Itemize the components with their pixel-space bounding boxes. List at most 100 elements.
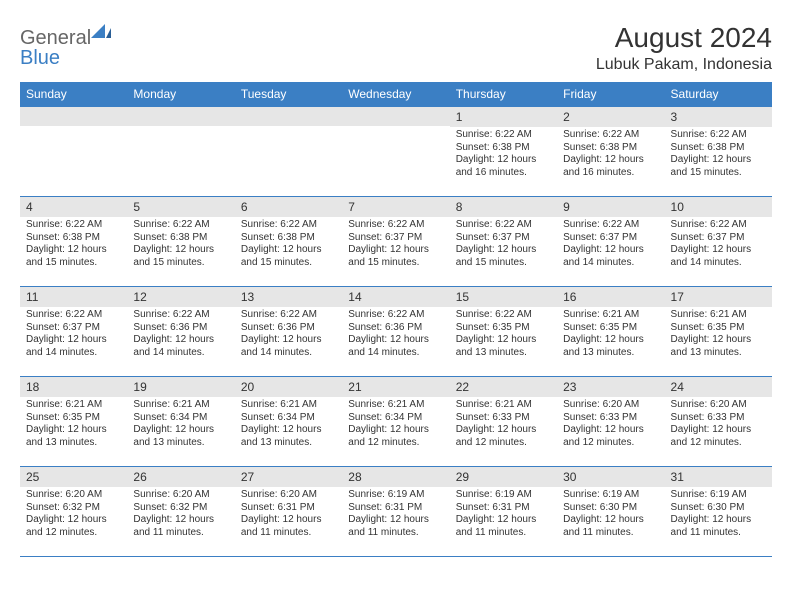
weekday-header-row: SundayMondayTuesdayWednesdayThursdayFrid… — [20, 82, 772, 107]
day-number: 3 — [665, 107, 772, 127]
day-number: 24 — [665, 377, 772, 397]
day-cell: 2Sunrise: 6:22 AMSunset: 6:38 PMDaylight… — [557, 107, 664, 197]
day-details: Sunrise: 6:22 AMSunset: 6:37 PMDaylight:… — [342, 217, 449, 273]
sunset-line: Sunset: 6:31 PM — [456, 502, 551, 515]
sunrise-line: Sunrise: 6:22 AM — [26, 309, 121, 322]
sunset-line: Sunset: 6:36 PM — [133, 322, 228, 335]
day-cell: 6Sunrise: 6:22 AMSunset: 6:38 PMDaylight… — [235, 197, 342, 287]
sunset-line: Sunset: 6:36 PM — [241, 322, 336, 335]
sunrise-line: Sunrise: 6:21 AM — [671, 309, 766, 322]
week-row: 1Sunrise: 6:22 AMSunset: 6:38 PMDaylight… — [20, 107, 772, 197]
sunrise-line: Sunrise: 6:19 AM — [671, 489, 766, 502]
sunset-line: Sunset: 6:34 PM — [241, 412, 336, 425]
sunset-line: Sunset: 6:37 PM — [26, 322, 121, 335]
day-cell: 31Sunrise: 6:19 AMSunset: 6:30 PMDayligh… — [665, 467, 772, 557]
day-number: 20 — [235, 377, 342, 397]
sunrise-line: Sunrise: 6:19 AM — [456, 489, 551, 502]
sunset-line: Sunset: 6:37 PM — [456, 232, 551, 245]
day-cell: 27 Sunrise: 6:20 AMSunset: 6:31 PMDayligh… — [235, 467, 342, 557]
sunset-line: Sunset: 6:35 PM — [26, 412, 121, 425]
sunrise-line: Sunrise: 6:21 AM — [241, 399, 336, 412]
day-cell: 19Sunrise: 6:21 AMSunset: 6:34 PMDayligh… — [127, 377, 234, 467]
daylight-line: Daylight: 12 hours and 14 minutes. — [26, 334, 121, 359]
sunrise-line: Sunrise: 6:20 AM — [133, 489, 228, 502]
daylight-line: Daylight: 12 hours and 15 minutes. — [671, 154, 766, 179]
day-number: 10 — [665, 197, 772, 217]
sunset-line: Sunset: 6:32 PM — [133, 502, 228, 515]
daylight-line: Daylight: 12 hours and 13 minutes. — [456, 334, 551, 359]
day-details: Sunrise: 6:21 AMSunset: 6:34 PMDaylight:… — [342, 397, 449, 453]
sunset-line: Sunset: 6:37 PM — [671, 232, 766, 245]
day-number: 25 — [20, 467, 127, 487]
day-number: 23 — [557, 377, 664, 397]
day-details: Sunrise: 6:22 AMSunset: 6:38 PMDaylight:… — [127, 217, 234, 273]
day-cell: 25Sunrise: 6:20 AMSunset: 6:32 PMDayligh… — [20, 467, 127, 557]
day-number: 27 — [235, 467, 342, 487]
day-number — [235, 107, 342, 126]
day-details: Sunrise: 6:19 AMSunset: 6:30 PMDaylight:… — [665, 487, 772, 543]
sunrise-line: Sunrise: 6:22 AM — [456, 129, 551, 142]
sunset-line: Sunset: 6:34 PM — [133, 412, 228, 425]
sunrise-line: Sunrise: 6:20 AM — [241, 489, 336, 502]
day-number: 17 — [665, 287, 772, 307]
daylight-line: Daylight: 12 hours and 12 minutes. — [26, 514, 121, 539]
day-number: 12 — [127, 287, 234, 307]
sunrise-line: Sunrise: 6:22 AM — [456, 219, 551, 232]
day-cell: 10Sunrise: 6:22 AMSunset: 6:37 PMDayligh… — [665, 197, 772, 287]
sunrise-line: Sunrise: 6:21 AM — [133, 399, 228, 412]
weekday-header: Friday — [557, 82, 664, 107]
day-number: 2 — [557, 107, 664, 127]
day-details: Sunrise: 6:22 AMSunset: 6:36 PMDaylight:… — [342, 307, 449, 363]
day-number: 1 — [450, 107, 557, 127]
daylight-line: Daylight: 12 hours and 11 minutes. — [241, 514, 336, 539]
day-details: Sunrise: 6:19 AMSunset: 6:30 PMDaylight:… — [557, 487, 664, 543]
weekday-header: Thursday — [450, 82, 557, 107]
sunrise-line: Sunrise: 6:22 AM — [26, 219, 121, 232]
week-row: 11Sunrise: 6:22 AMSunset: 6:37 PMDayligh… — [20, 287, 772, 377]
day-number — [342, 107, 449, 126]
day-cell: 23Sunrise: 6:20 AMSunset: 6:33 PMDayligh… — [557, 377, 664, 467]
daylight-line: Daylight: 12 hours and 13 minutes. — [563, 334, 658, 359]
weekday-header: Sunday — [20, 82, 127, 107]
sunrise-line: Sunrise: 6:21 AM — [26, 399, 121, 412]
day-number: 4 — [20, 197, 127, 217]
sunset-line: Sunset: 6:35 PM — [456, 322, 551, 335]
sunrise-line: Sunrise: 6:19 AM — [348, 489, 443, 502]
sunrise-line: Sunrise: 6:22 AM — [671, 129, 766, 142]
sunrise-line: Sunrise: 6:22 AM — [563, 219, 658, 232]
weeks-container: 1 Sunrise: 6:22 AMSunset: 6:38 PMDaylight… — [20, 107, 772, 557]
sunset-line: Sunset: 6:32 PM — [26, 502, 121, 515]
day-details: Sunrise: 6:19 AMSunset: 6:31 PMDaylight:… — [342, 487, 449, 543]
daylight-line: Daylight: 12 hours and 11 minutes. — [348, 514, 443, 539]
logo: General Blue — [20, 22, 111, 68]
day-cell: 24Sunrise: 6:20 AMSunset: 6:33 PMDayligh… — [665, 377, 772, 467]
day-details: Sunrise: 6:21 AMSunset: 6:34 PMDaylight:… — [235, 397, 342, 453]
day-cell: 13Sunrise: 6:22 AMSunset: 6:36 PMDayligh… — [235, 287, 342, 377]
sunset-line: Sunset: 6:31 PM — [241, 502, 336, 515]
daylight-line: Daylight: 12 hours and 11 minutes. — [671, 514, 766, 539]
daylight-line: Daylight: 12 hours and 15 minutes. — [456, 244, 551, 269]
day-cell — [342, 107, 449, 197]
daylight-line: Daylight: 12 hours and 14 minutes. — [563, 244, 658, 269]
day-cell: 4Sunrise: 6:22 AMSunset: 6:38 PMDaylight… — [20, 197, 127, 287]
daylight-line: Daylight: 12 hours and 12 minutes. — [456, 424, 551, 449]
sunset-line: Sunset: 6:37 PM — [348, 232, 443, 245]
day-details: Sunrise: 6:21 AMSunset: 6:35 PMDaylight:… — [20, 397, 127, 453]
sunrise-line: Sunrise: 6:22 AM — [241, 219, 336, 232]
day-cell: 8Sunrise: 6:22 AMSunset: 6:37 PMDaylight… — [450, 197, 557, 287]
sunset-line: Sunset: 6:35 PM — [563, 322, 658, 335]
daylight-line: Daylight: 12 hours and 15 minutes. — [241, 244, 336, 269]
day-cell: 15Sunrise: 6:22 AMSunset: 6:35 PMDayligh… — [450, 287, 557, 377]
day-number: 28 — [342, 467, 449, 487]
weekday-header: Wednesday — [342, 82, 449, 107]
daylight-line: Daylight: 12 hours and 12 minutes. — [348, 424, 443, 449]
day-cell — [127, 107, 234, 197]
calendar-page: General Blue August 2024 Lubuk Pakam, In… — [0, 0, 792, 567]
day-cell: 28Sunrise: 6:19 AMSunset: 6:31 PMDayligh… — [342, 467, 449, 557]
day-number: 13 — [235, 287, 342, 307]
location-label: Lubuk Pakam, Indonesia — [596, 56, 772, 74]
day-number: 16 — [557, 287, 664, 307]
sunrise-line: Sunrise: 6:22 AM — [671, 219, 766, 232]
daylight-line: Daylight: 12 hours and 16 minutes. — [563, 154, 658, 179]
weekday-header: Tuesday — [235, 82, 342, 107]
